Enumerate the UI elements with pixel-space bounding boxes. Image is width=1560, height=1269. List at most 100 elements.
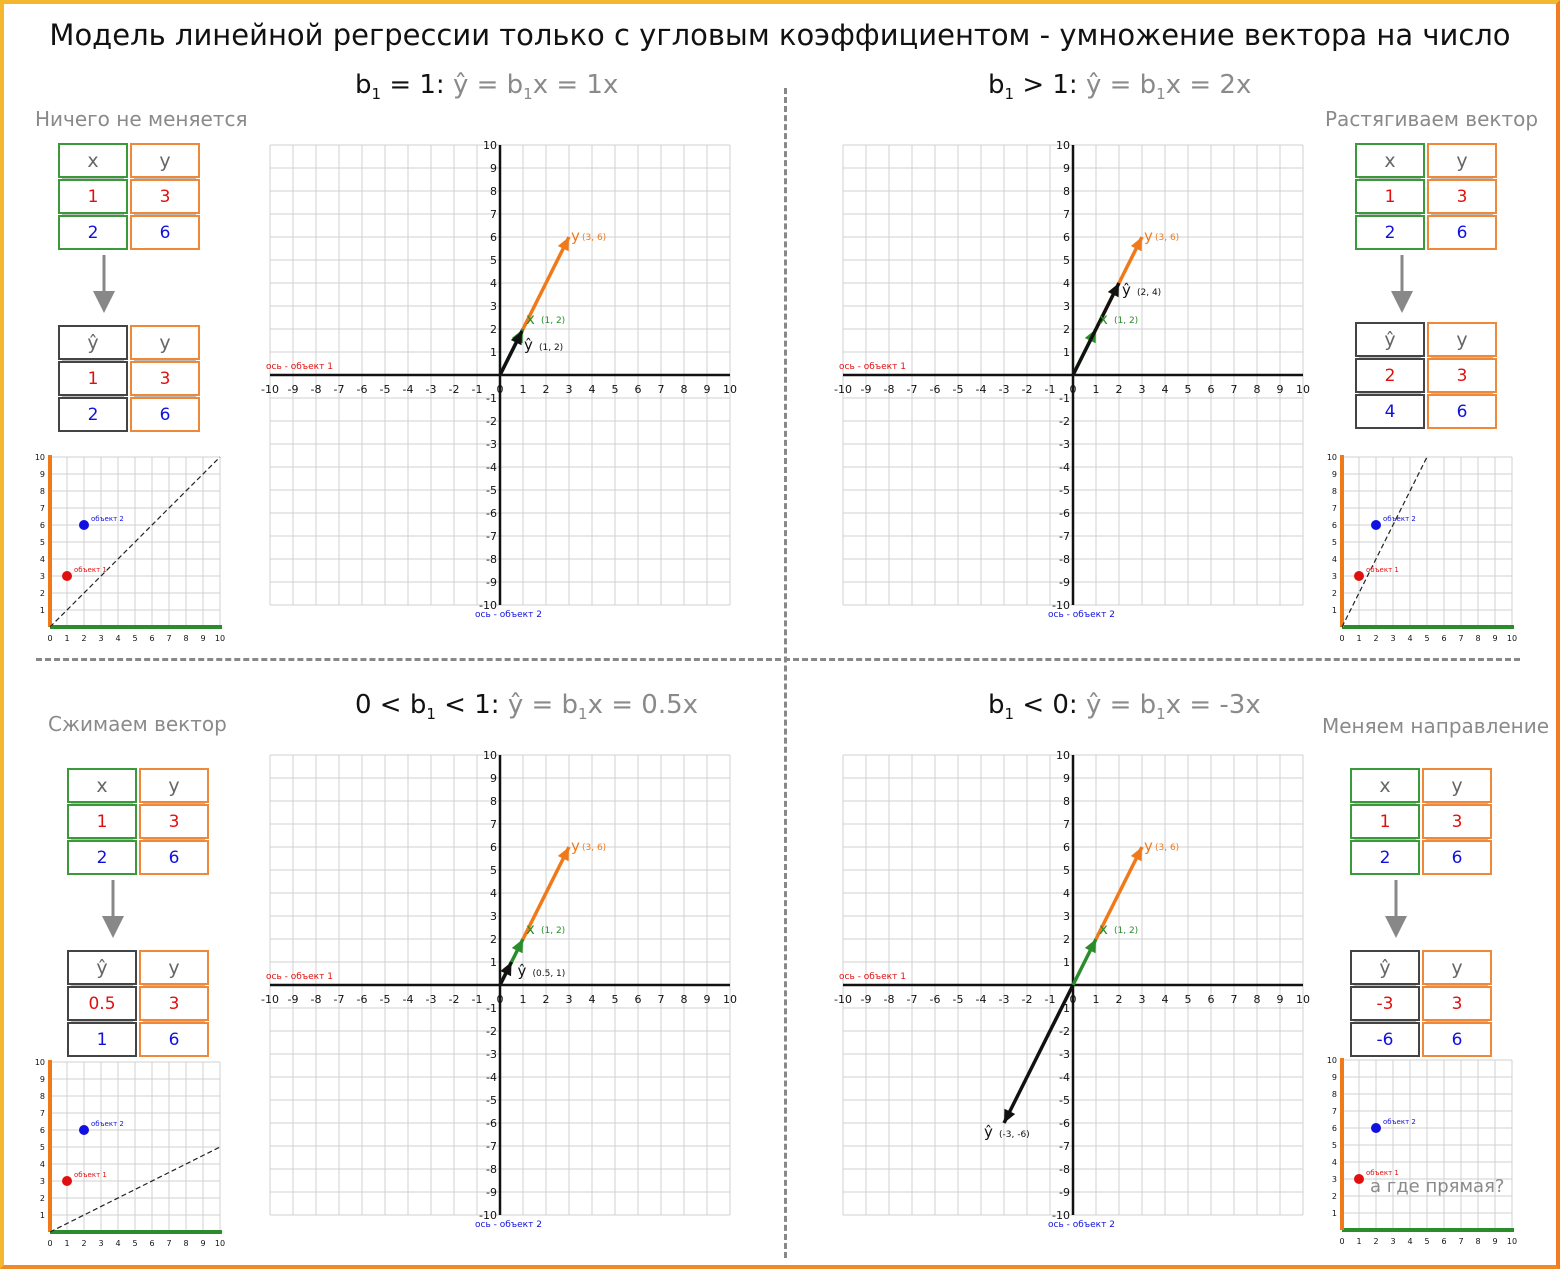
x-vector-label: x bbox=[526, 920, 535, 938]
axis-y-label: ось - объект 2 bbox=[1048, 1220, 1115, 1230]
formula-heading: b1 > 1: ŷ = b1x = 2x bbox=[988, 70, 1251, 103]
formula-subscript: 1 bbox=[371, 85, 382, 104]
table-cell: -6 bbox=[1350, 1021, 1420, 1057]
x-tick-label: -3 bbox=[426, 383, 437, 396]
y-vector-label: y bbox=[1144, 837, 1153, 855]
x-tick-label: 6 bbox=[635, 383, 642, 396]
formula-relation: < 0: bbox=[1014, 690, 1086, 720]
x-tick-label: 3 bbox=[1139, 383, 1146, 396]
x-tick-label: -5 bbox=[380, 993, 391, 1006]
table-cell: 2 bbox=[58, 396, 128, 432]
x-tick-label: -9 bbox=[288, 383, 299, 396]
table-cell: 1 bbox=[1350, 803, 1420, 839]
y-tick-label: -10 bbox=[479, 599, 497, 612]
mini-x-tick: 4 bbox=[115, 1239, 120, 1248]
x-tick-label: 8 bbox=[1254, 383, 1261, 396]
y-tick-label: 6 bbox=[490, 841, 497, 854]
x-tick-label: 9 bbox=[704, 383, 711, 396]
mini-y-tick: 9 bbox=[40, 1075, 45, 1084]
y-tick-label: 9 bbox=[1063, 162, 1070, 175]
y-tick-label: -10 bbox=[1052, 1209, 1070, 1222]
table-header-cell: y bbox=[1427, 322, 1497, 357]
quadrant-caption: Растягиваем вектор bbox=[1325, 107, 1539, 131]
mini-x-tick: 6 bbox=[149, 1239, 154, 1248]
mini-y-tick: 3 bbox=[40, 1177, 45, 1186]
x-tick-label: -2 bbox=[1022, 383, 1033, 396]
y-vector bbox=[521, 236, 571, 330]
table-cell: 3 bbox=[1422, 803, 1492, 839]
y-tick-label: -5 bbox=[486, 1094, 497, 1107]
y-tick-label: 6 bbox=[490, 231, 497, 244]
y-tick-label: -3 bbox=[486, 438, 497, 451]
mini-x-tick: 2 bbox=[1373, 634, 1378, 643]
yhat-vector bbox=[1071, 282, 1121, 376]
y-tick-label: -8 bbox=[486, 553, 497, 566]
x-tick-label: -10 bbox=[834, 383, 852, 396]
table-header-cell: x bbox=[58, 143, 128, 178]
x-vector-coords: (1, 2) bbox=[1114, 926, 1138, 936]
mini-y-tick: 4 bbox=[40, 1160, 45, 1169]
formula-relation: = 1: bbox=[381, 70, 453, 100]
y-tick-label: -4 bbox=[486, 1071, 497, 1084]
x-tick-label: 6 bbox=[1208, 993, 1215, 1006]
vector-plot: -10-10-9-9-8-8-7-7-6-6-5-5-4-4-3-3-2-2-1… bbox=[261, 139, 737, 620]
y-vector-coords: (3, 6) bbox=[1155, 843, 1179, 853]
y-tick-label: 9 bbox=[490, 162, 497, 175]
y-tick-label: 1 bbox=[490, 346, 497, 359]
mini-y-tick: 6 bbox=[40, 521, 45, 530]
x-tick-label: -1 bbox=[472, 383, 483, 396]
mini-x-tick: 9 bbox=[200, 1239, 205, 1248]
x-tick-label: 10 bbox=[723, 993, 737, 1006]
x-tick-label: -3 bbox=[999, 383, 1010, 396]
mini-x-tick: 0 bbox=[1339, 1237, 1344, 1246]
mini-scatter-plot: 0 1 1 2 2 3 3 4 4 5 5 6 6 7 7 8 8 9 9 10 10 объект 1 объект 2 bbox=[35, 1058, 225, 1248]
mini-y-tick: 1 bbox=[1332, 606, 1337, 615]
y-tick-label: -9 bbox=[486, 576, 497, 589]
axis-y-label: ось - объект 2 bbox=[475, 610, 542, 620]
mini-x-tick: 1 bbox=[64, 1239, 69, 1248]
y-tick-label: 8 bbox=[1063, 795, 1070, 808]
y-tick-label: 7 bbox=[1063, 208, 1070, 221]
vector-plot: -10-10-9-9-8-8-7-7-6-6-5-5-4-4-3-3-2-2-1… bbox=[261, 749, 737, 1230]
yhat-vector-label: ŷ bbox=[984, 1123, 993, 1141]
formula-model: ŷ = b1x = 0.5x bbox=[507, 690, 699, 724]
mini-y-tick: 10 bbox=[35, 1058, 45, 1067]
y-tick-label: 2 bbox=[490, 323, 497, 336]
x-tick-label: 10 bbox=[1296, 383, 1310, 396]
y-tick-label: -9 bbox=[1059, 576, 1070, 589]
mini-y-tick: 8 bbox=[1332, 487, 1337, 496]
x-tick-label: 7 bbox=[658, 383, 665, 396]
mini-x-tick: 1 bbox=[1356, 634, 1361, 643]
object1-point-label: объект 1 bbox=[74, 1171, 107, 1179]
table-cell: 4 bbox=[1355, 393, 1425, 429]
yhat-vector-label: ŷ bbox=[518, 962, 527, 980]
y-tick-label: 5 bbox=[490, 864, 497, 877]
x-tick-label: 9 bbox=[1277, 993, 1284, 1006]
mini-x-tick: 2 bbox=[81, 1239, 86, 1248]
x-tick-label: 1 bbox=[520, 383, 527, 396]
y-tick-label: 1 bbox=[1063, 956, 1070, 969]
yhat-vector bbox=[1002, 984, 1075, 1124]
mini-y-tick: 2 bbox=[1332, 1192, 1337, 1201]
mini-x-tick: 0 bbox=[47, 634, 52, 643]
x-tick-label: 1 bbox=[1093, 383, 1100, 396]
y-tick-label: 7 bbox=[1063, 818, 1070, 831]
page-title: Модель линейной регрессии только с углов… bbox=[49, 18, 1511, 52]
x-tick-label: -7 bbox=[907, 383, 918, 396]
x-tick-label: 5 bbox=[1185, 993, 1192, 1006]
x-tick-label: 2 bbox=[1116, 383, 1123, 396]
table-header-cell: x bbox=[67, 768, 137, 803]
mini-y-tick: 7 bbox=[1332, 1107, 1337, 1116]
x-tick-label: -2 bbox=[449, 383, 460, 396]
y-tick-label: 4 bbox=[1063, 887, 1070, 900]
axis-x-label: ось - объект 1 bbox=[266, 972, 333, 982]
x-tick-label: -10 bbox=[261, 993, 279, 1006]
yhat-vector-coords: (-3, -6) bbox=[999, 1130, 1030, 1140]
y-tick-label: -9 bbox=[486, 1186, 497, 1199]
object1-point bbox=[62, 1176, 72, 1186]
mini-x-tick: 1 bbox=[64, 634, 69, 643]
y-tick-label: -4 bbox=[1059, 461, 1070, 474]
x-vector-label: x bbox=[1099, 310, 1108, 328]
x-tick-label: 3 bbox=[1139, 993, 1146, 1006]
